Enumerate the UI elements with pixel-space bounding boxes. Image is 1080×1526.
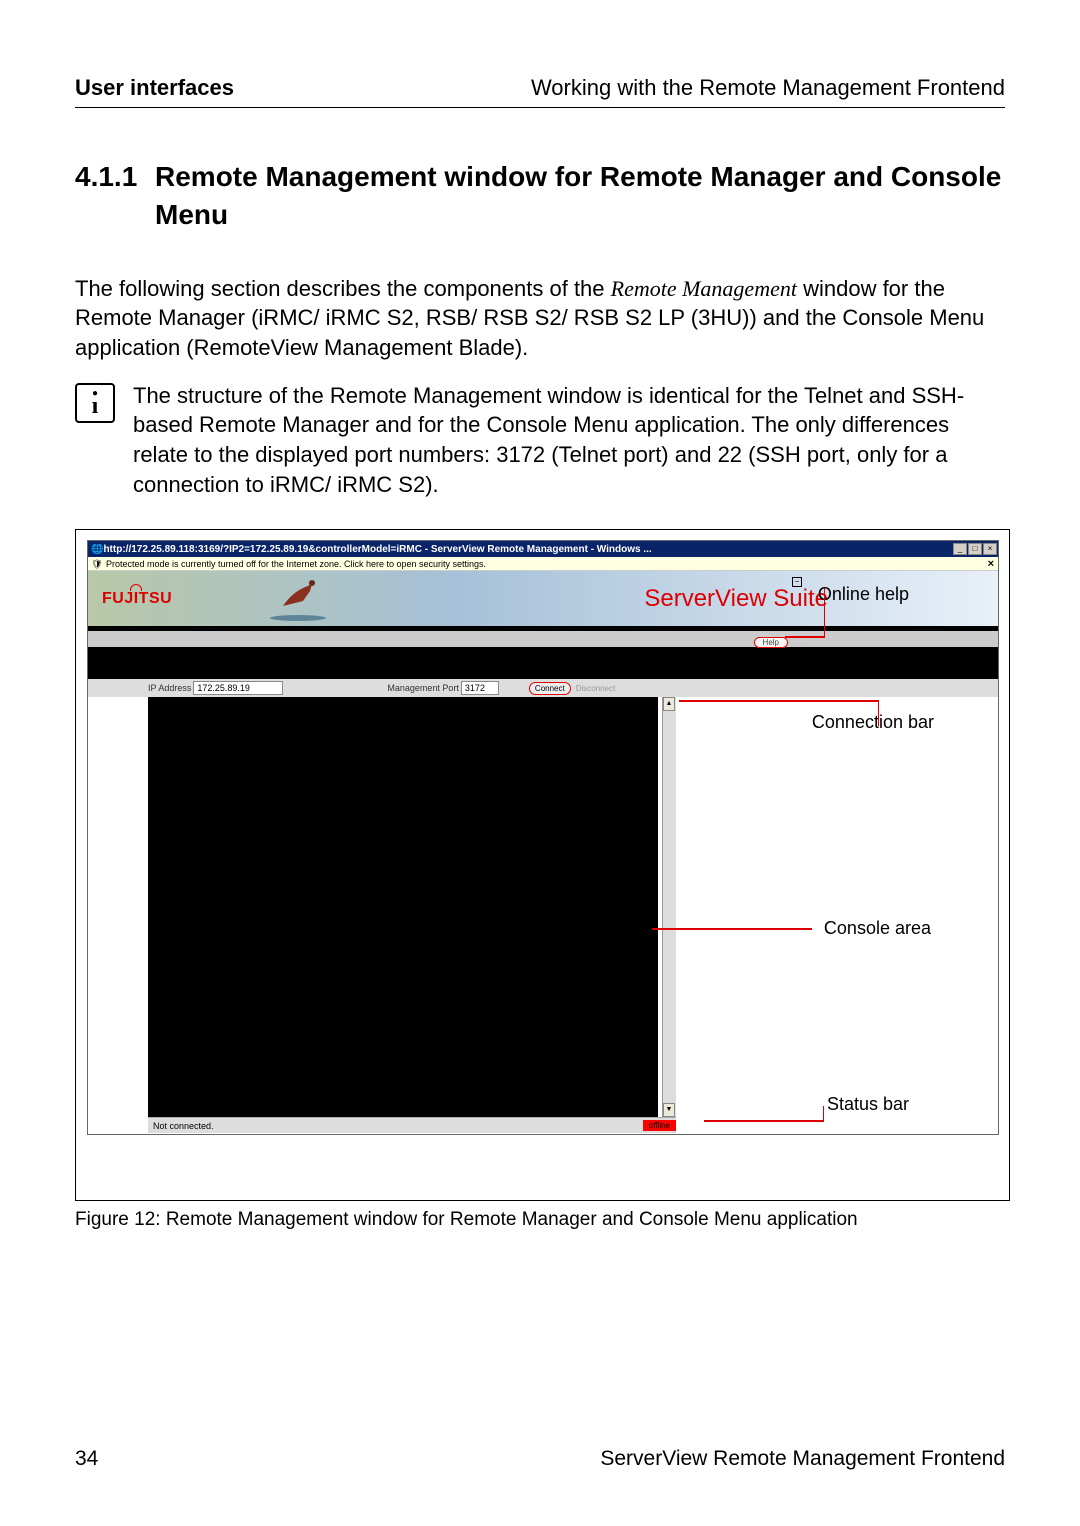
callout-line: [785, 636, 825, 638]
shield-icon: 🛡: [92, 559, 102, 569]
section-heading: 4.1.1 Remote Management window for Remot…: [75, 158, 1005, 234]
callout-line: [652, 928, 812, 930]
banner-graphic: [268, 576, 328, 621]
callout-line: [878, 700, 880, 726]
footer-doc-title: ServerView Remote Management Frontend: [600, 1447, 1005, 1471]
callout-status-bar: Status bar: [827, 1094, 909, 1115]
titlebar-text: http://172.25.89.118:3169/?IP2=172.25.89…: [103, 544, 651, 555]
port-label: Management Port: [387, 683, 459, 693]
minimize-button[interactable]: _: [953, 543, 967, 555]
page-number: 34: [75, 1447, 98, 1471]
callout-marker-icon: −: [792, 577, 802, 587]
section-number: 4.1.1: [75, 158, 155, 234]
close-button[interactable]: ×: [983, 543, 997, 555]
connection-bar: IP Address 172.25.89.19 Management Port …: [88, 679, 998, 697]
serverview-title: ServerView Suite: [644, 585, 828, 613]
disconnect-button[interactable]: Disconnect: [573, 684, 619, 693]
status-offline-badge: offline: [643, 1120, 676, 1131]
window-titlebar: 🌐http://172.25.89.118:3169/?IP2=172.25.8…: [88, 541, 998, 557]
security-close-icon[interactable]: ×: [988, 558, 994, 570]
connect-button[interactable]: Connect: [529, 682, 571, 695]
console-area[interactable]: [148, 697, 658, 1117]
maximize-button[interactable]: □: [968, 543, 982, 555]
page-header: User interfaces Working with the Remote …: [75, 75, 1005, 108]
port-field[interactable]: 3172: [461, 681, 499, 695]
info-note: ● ı The structure of the Remote Manageme…: [75, 381, 1005, 500]
callout-console-area: Console area: [824, 918, 931, 939]
callout-online-help: Online help: [818, 584, 909, 605]
help-button[interactable]: Help: [754, 637, 788, 648]
scroll-up-icon[interactable]: ▲: [663, 697, 675, 711]
black-gap: [88, 647, 998, 679]
callout-line: [823, 1106, 825, 1121]
header-left: User interfaces: [75, 75, 234, 101]
security-bar[interactable]: 🛡 Protected mode is currently turned off …: [88, 557, 998, 571]
section-title: Remote Management window for Remote Mana…: [155, 158, 1005, 234]
ip-field[interactable]: 172.25.89.19: [193, 681, 283, 695]
callout-line: [704, 1120, 824, 1122]
figure-frame: 🌐http://172.25.89.118:3169/?IP2=172.25.8…: [75, 529, 1010, 1201]
page-footer: 34 ServerView Remote Management Frontend: [75, 1447, 1005, 1471]
security-message: Protected mode is currently turned off f…: [106, 559, 486, 569]
status-text: Not connected.: [153, 1121, 214, 1131]
toolbar-strip: Help: [88, 631, 998, 647]
callout-connection-bar: Connection bar: [812, 712, 934, 733]
console-wrap: ▲ ▼: [88, 697, 998, 1117]
info-text: The structure of the Remote Management w…: [133, 381, 1005, 500]
browser-window: 🌐http://172.25.89.118:3169/?IP2=172.25.8…: [87, 540, 999, 1135]
info-icon: ● ı: [75, 383, 115, 423]
intro-paragraph: The following section describes the comp…: [75, 274, 1005, 363]
fujitsu-logo: FUJITSU: [102, 590, 172, 608]
scroll-down-icon[interactable]: ▼: [663, 1103, 675, 1117]
callout-line: [679, 700, 879, 702]
figure-caption: Figure 12: Remote Management window for …: [75, 1209, 1005, 1231]
scrollbar[interactable]: ▲ ▼: [662, 697, 676, 1117]
header-right: Working with the Remote Management Front…: [531, 75, 1005, 101]
callout-line: [824, 588, 826, 636]
ip-label: IP Address: [148, 683, 191, 693]
status-bar: Not connected. offline: [148, 1117, 676, 1133]
